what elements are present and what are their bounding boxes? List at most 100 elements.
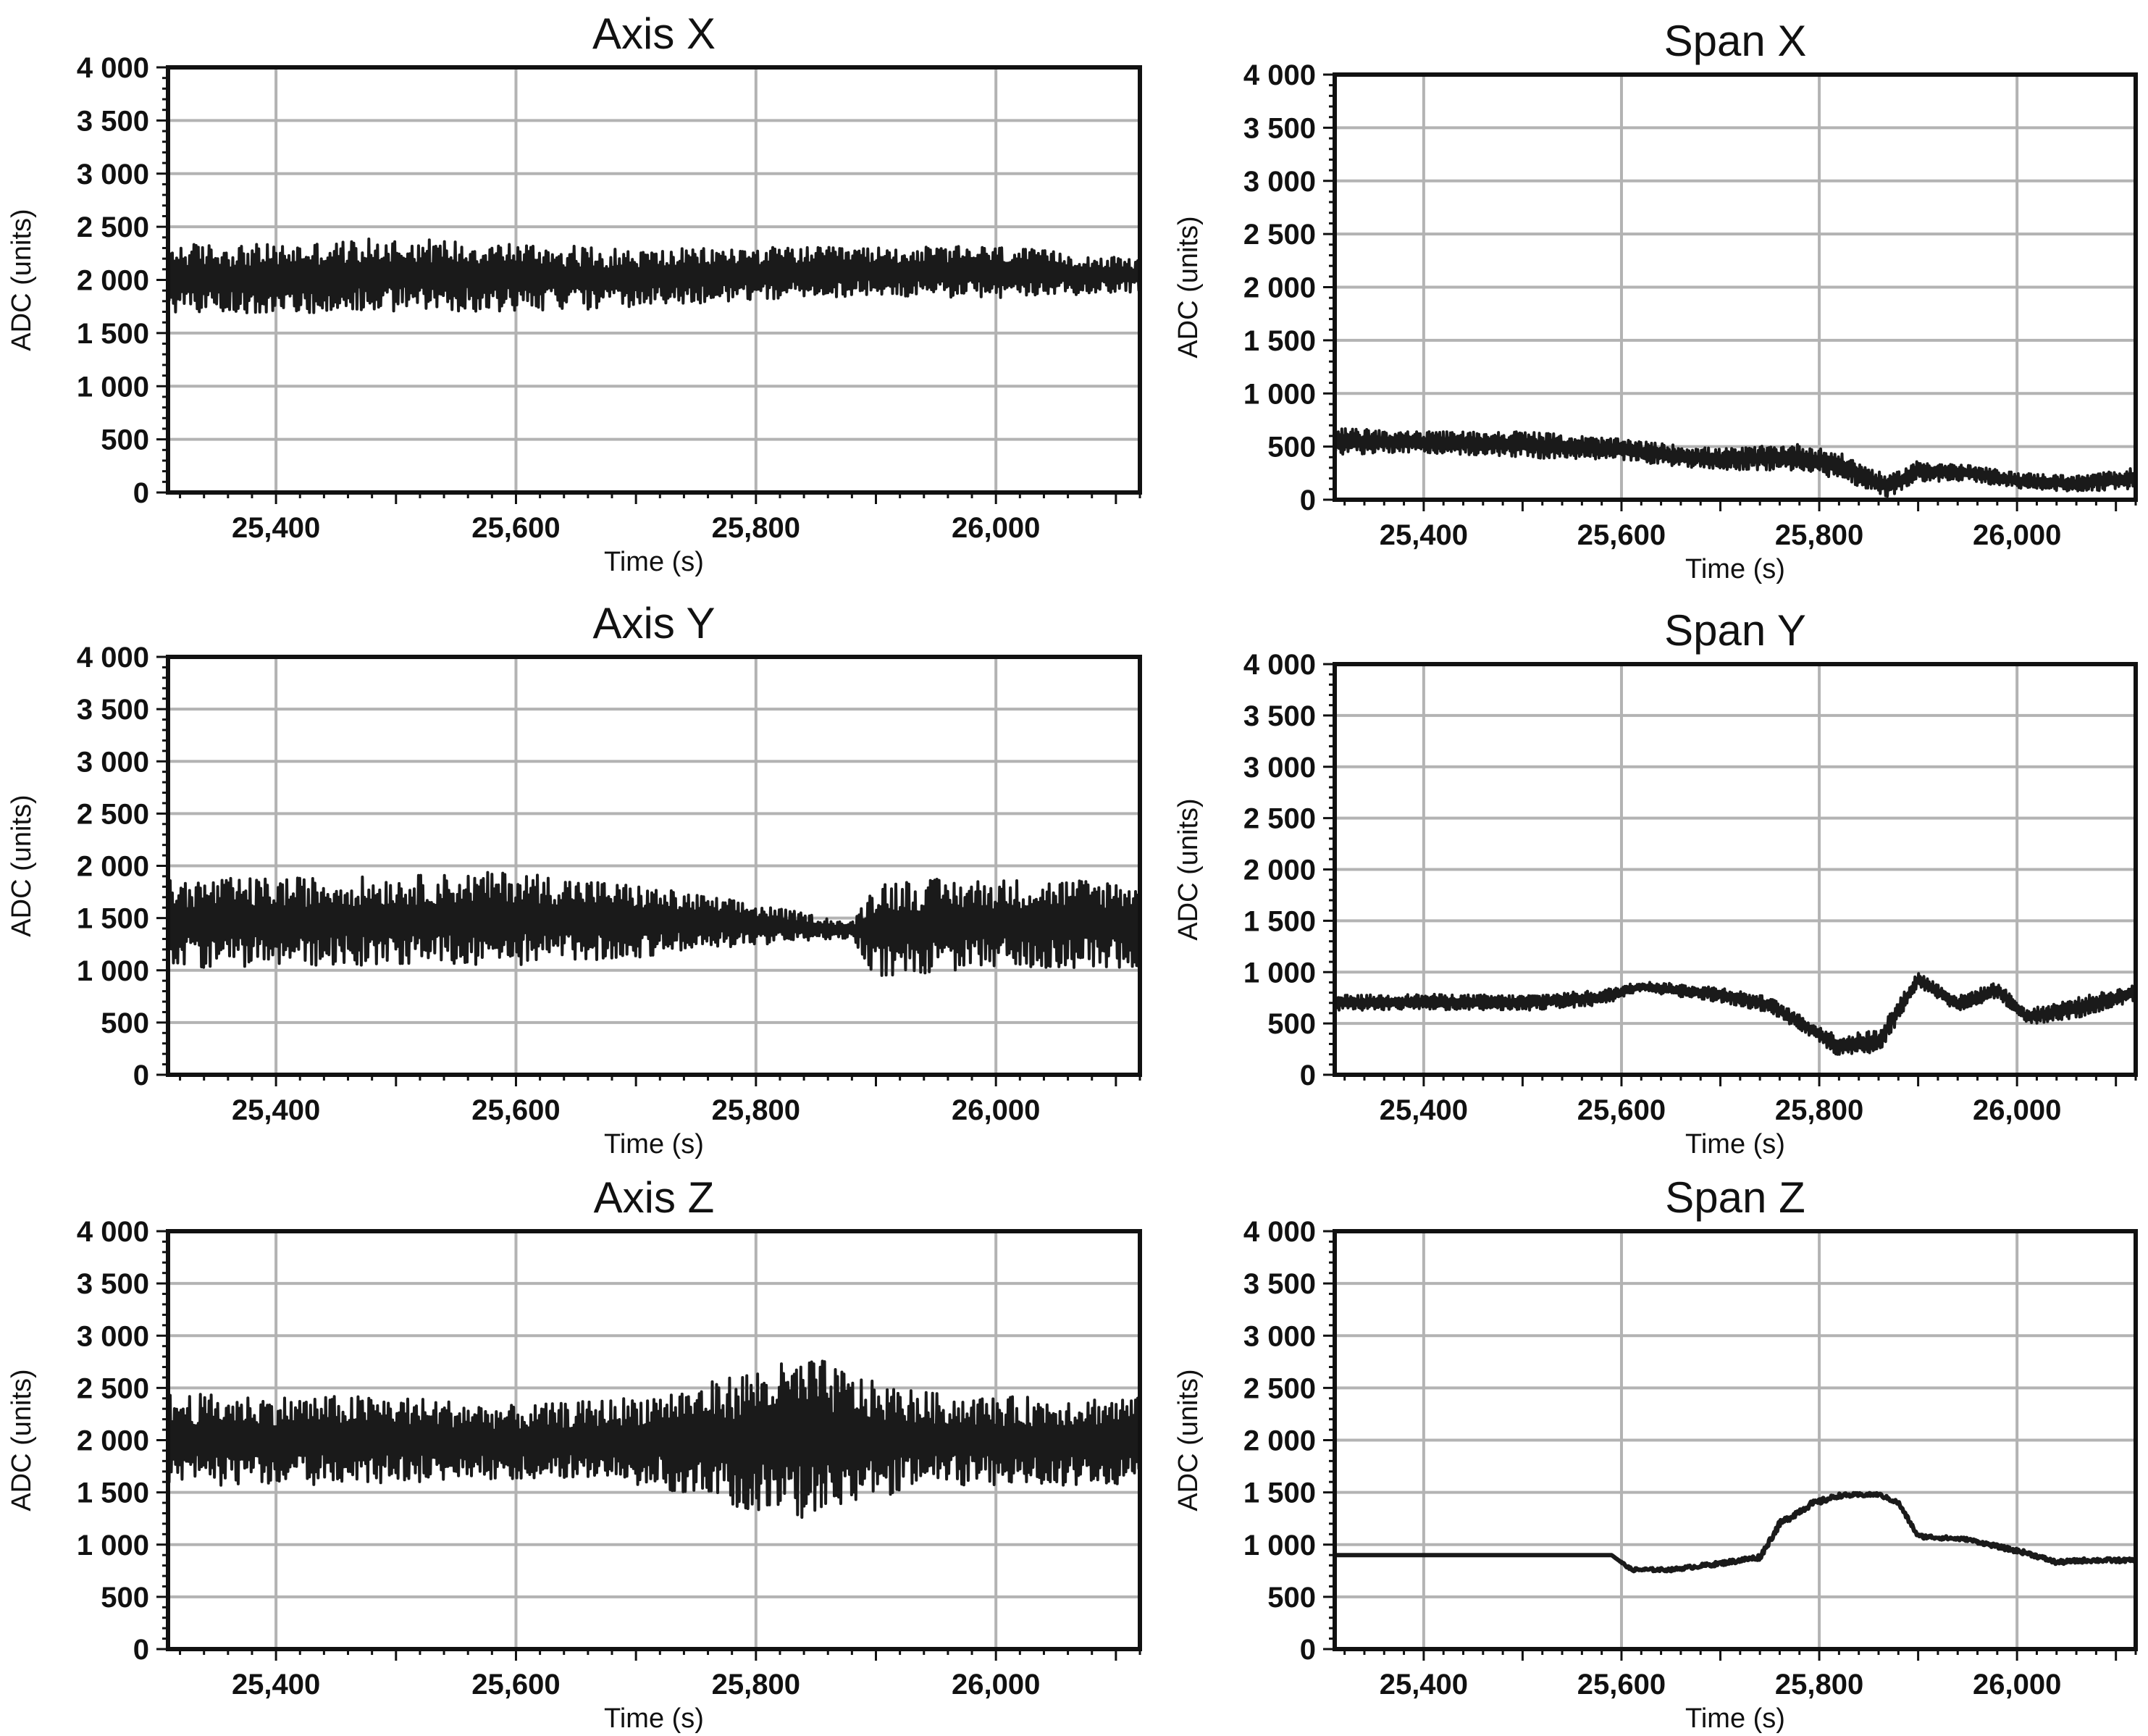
chart-panel-1: 0 500 1 000 1 500 2 000 2 500 3 000 3 500 4 000 2… [7, 9, 1142, 577]
y-tick-label: 500 [1267, 432, 1316, 464]
y-tick-label: 0 [133, 477, 149, 509]
x-axis-label: Time (s) [604, 1703, 704, 1734]
y-tick-label: 500 [1267, 1582, 1316, 1614]
y-tick-label: 3 000 [1243, 166, 1316, 198]
y-tick-label: 3 500 [77, 105, 149, 137]
y-tick-label: 2 000 [1243, 855, 1316, 886]
x-tick-label: 25,800 [712, 1094, 800, 1126]
x-tick-label: 25,800 [712, 1669, 800, 1701]
x-tick-label: 26,000 [1973, 1094, 2061, 1126]
y-axis-label: ADC (units) [1173, 798, 1204, 940]
y-tick-label: 3 500 [1243, 700, 1316, 732]
y-tick-label: 1 000 [77, 1530, 149, 1561]
x-tick-label: 25,600 [1577, 1094, 1666, 1126]
y-tick-label: 1 000 [1243, 1530, 1316, 1561]
chart-panel-3: 0 500 1 000 1 500 2 000 2 500 3 000 3 500 4 000 2… [7, 599, 1142, 1160]
x-tick-label: 25,400 [1380, 1669, 1468, 1701]
y-tick-label: 1 500 [1243, 1477, 1316, 1509]
y-tick-label: 2 500 [77, 798, 149, 830]
y-tick-label: 2 500 [1243, 1372, 1316, 1404]
y-tick-label: 2 000 [77, 851, 149, 883]
x-axis-label: Time (s) [1685, 554, 1785, 584]
y-tick-label: 3 500 [77, 694, 149, 726]
x-axis-label: Time (s) [604, 547, 704, 577]
y-tick-label: 3 000 [77, 746, 149, 778]
y-tick-label: 1 000 [77, 371, 149, 403]
x-tick-label: 25,800 [1775, 1094, 1863, 1126]
y-tick-label: 4 000 [77, 52, 149, 84]
x-tick-label: 25,800 [712, 512, 800, 544]
y-tick-label: 1 500 [77, 903, 149, 935]
data-series-line-1 [1335, 427, 2136, 498]
x-tick-label: 25,400 [232, 1094, 320, 1126]
x-tick-label: 25,600 [471, 1094, 560, 1126]
y-tick-label: 2 500 [1243, 219, 1316, 251]
y-tick-label: 0 [1300, 1060, 1316, 1091]
x-tick-label: 25,800 [1775, 1669, 1863, 1701]
y-tick-label: 1 500 [77, 318, 149, 350]
x-tick-label: 26,000 [952, 512, 1040, 544]
chart-title: Axis Z [594, 1173, 715, 1222]
y-tick-label: 3 500 [1243, 1268, 1316, 1300]
y-tick-label: 2 000 [1243, 1425, 1316, 1457]
data-series-line-1 [1335, 1490, 2136, 1574]
y-tick-label: 0 [1300, 485, 1316, 516]
y-tick-label: 2 000 [77, 265, 149, 297]
y-tick-label: 2 000 [77, 1425, 149, 1457]
chart-panel-2: 0 500 1 000 1 500 2 000 2 500 3 000 3 500 4 000 2… [1173, 17, 2138, 584]
y-axis-label: ADC (units) [7, 1369, 37, 1511]
y-tick-label: 1 500 [1243, 325, 1316, 357]
y-tick-label: 4 000 [1243, 649, 1316, 681]
x-tick-label: 25,800 [1775, 519, 1863, 551]
y-tick-label: 1 000 [77, 955, 149, 987]
x-axis-label: Time (s) [604, 1129, 704, 1160]
y-tick-label: 0 [133, 1634, 149, 1666]
y-tick-label: 3 000 [1243, 752, 1316, 784]
y-tick-label: 4 000 [77, 1216, 149, 1248]
x-axis-label: Time (s) [1685, 1703, 1785, 1734]
data-series-line-1 [168, 871, 1140, 977]
y-axis-label: ADC (units) [7, 794, 37, 936]
chart-panel-5: 0 500 1 000 1 500 2 000 2 500 3 000 3 500 4 000 2… [7, 1173, 1142, 1734]
y-tick-label: 2 500 [77, 211, 149, 243]
y-tick-label: 1 500 [77, 1477, 149, 1509]
y-tick-label: 3 000 [77, 1320, 149, 1352]
y-tick-label: 0 [133, 1060, 149, 1091]
y-tick-label: 2 500 [1243, 803, 1316, 835]
x-tick-label: 26,000 [1973, 1669, 2061, 1701]
x-tick-label: 25,400 [1380, 1094, 1468, 1126]
y-tick-label: 500 [101, 1582, 149, 1614]
y-tick-label: 3 000 [1243, 1320, 1316, 1352]
y-axis-label: ADC (units) [1173, 216, 1204, 358]
y-tick-label: 500 [1267, 1008, 1316, 1040]
chart-title: Span X [1664, 17, 1807, 65]
y-tick-label: 0 [1300, 1634, 1316, 1666]
chart-panel-6: 0 500 1 000 1 500 2 000 2 500 3 000 3 500 4 000 2… [1173, 1173, 2138, 1734]
x-tick-label: 25,400 [232, 1669, 320, 1701]
y-tick-label: 2 500 [77, 1372, 149, 1404]
y-tick-label: 1 500 [1243, 905, 1316, 937]
y-axis-label: ADC (units) [7, 209, 37, 351]
y-tick-label: 3 000 [77, 159, 149, 190]
x-tick-label: 25,400 [232, 512, 320, 544]
y-tick-label: 1 000 [1243, 957, 1316, 989]
y-tick-label: 4 000 [1243, 59, 1316, 91]
chart-title: Span Y [1664, 606, 1806, 655]
y-tick-label: 2 000 [1243, 272, 1316, 304]
x-tick-label: 25,600 [1577, 1669, 1666, 1701]
y-tick-label: 3 500 [1243, 112, 1316, 144]
y-tick-label: 500 [101, 1007, 149, 1039]
x-axis-label: Time (s) [1685, 1129, 1785, 1160]
data-series-line-1 [168, 238, 1140, 314]
chart-title: Span Z [1665, 1173, 1805, 1222]
y-axis-label: ADC (units) [1173, 1369, 1204, 1511]
chart-title: Axis Y [593, 599, 716, 647]
x-tick-label: 25,400 [1380, 519, 1468, 551]
x-tick-label: 26,000 [1973, 519, 2061, 551]
chart-panel-4: 0 500 1 000 1 500 2 000 2 500 3 000 3 500 4 000 2… [1173, 606, 2138, 1160]
y-tick-label: 500 [101, 424, 149, 456]
x-tick-label: 25,600 [471, 1669, 560, 1701]
chart-title: Axis X [592, 9, 716, 58]
x-tick-label: 25,600 [1577, 519, 1666, 551]
